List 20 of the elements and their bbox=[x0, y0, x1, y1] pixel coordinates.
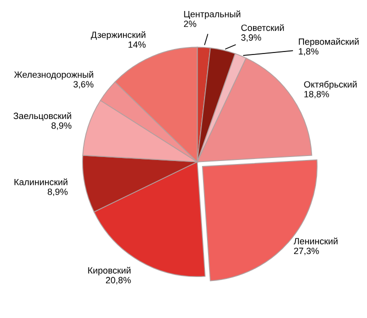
slice-label: Ленинский bbox=[294, 238, 338, 244]
slice-label: Калининский bbox=[14, 178, 68, 186]
data-label: 14% bbox=[128, 41, 146, 48]
slice-label: Заельцовский bbox=[14, 112, 72, 121]
slice-label: Первомайский bbox=[298, 38, 359, 47]
slice-label: Дзержинский bbox=[90, 31, 146, 40]
data-label: 18,8% bbox=[304, 90, 329, 98]
slice-label: Центральный bbox=[184, 10, 240, 20]
data-label: 2% bbox=[184, 20, 196, 27]
data-label: 27,3% bbox=[294, 248, 319, 256]
data-label: 20,8% bbox=[106, 276, 131, 284]
slice-label: Железнодорожный bbox=[14, 70, 94, 80]
data-label: 8,9% bbox=[48, 188, 68, 196]
data-label: 8,9% bbox=[52, 122, 72, 130]
slice-label: Советский bbox=[241, 24, 284, 31]
data-label: 3,9% bbox=[241, 34, 262, 42]
slice-label: Кировский bbox=[88, 266, 130, 276]
slice-label: Октябрьский bbox=[304, 80, 357, 90]
data-label: 1,8% bbox=[298, 48, 318, 56]
data-label: 3,6% bbox=[74, 81, 94, 89]
